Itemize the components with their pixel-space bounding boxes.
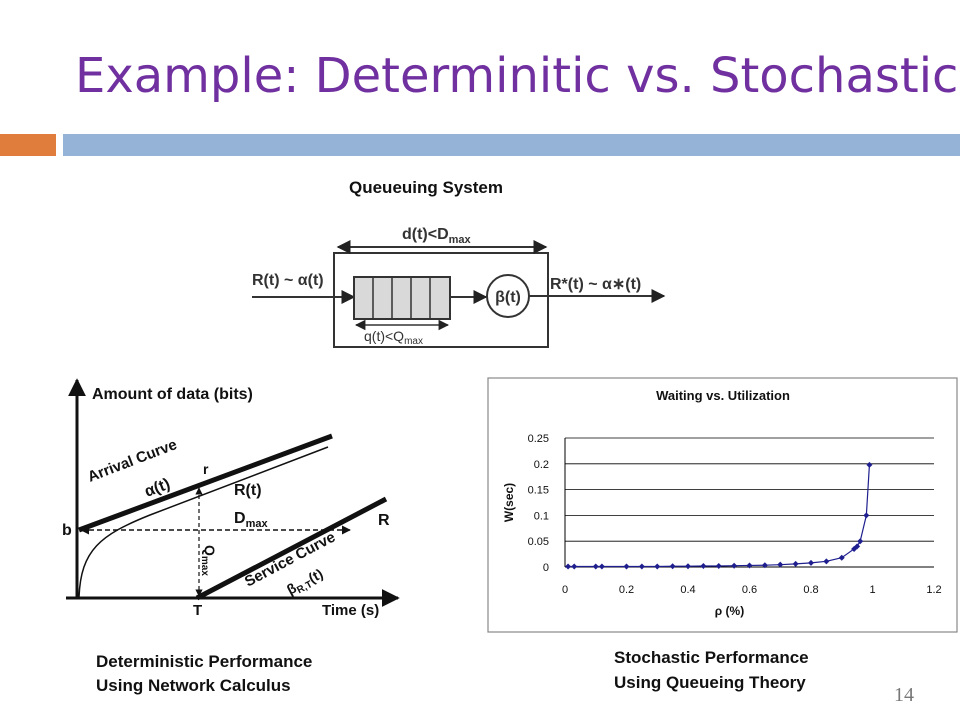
delay-label: d(t)<Dmax [402, 226, 472, 246]
network-calculus-diagram: Amount of data (bits) Time (s) Arrival C… [60, 375, 405, 625]
chart-x-tick-label: 1 [869, 584, 875, 596]
chart-x-tick-label: 1.2 [926, 584, 941, 596]
T-label: T [193, 602, 202, 619]
b-label: b [62, 522, 72, 539]
x-axis-label: Time (s) [322, 602, 379, 619]
input-label: R(t) ~ α(t) [252, 272, 324, 289]
chart-y-tick-label: 0.05 [528, 536, 549, 548]
chart-y-tick-label: 0.15 [528, 485, 549, 497]
queue-buffer [354, 277, 450, 319]
chart-title: Waiting vs. Utilization [656, 388, 790, 403]
chart-x-tick-label: 0.8 [803, 584, 818, 596]
stochastic-caption-line2: Using Queueing Theory [614, 670, 809, 695]
y-axis-label: Amount of data (bits) [92, 386, 253, 403]
stochastic-caption-line1: Stochastic Performance [614, 645, 809, 670]
arrival-curve [79, 436, 332, 530]
chart-x-axis-label: ρ (%) [715, 604, 744, 618]
queue-diagram: d(t)<Dmax R(t) ~ α(t) β(t) R*(t) ~ α∗(t)… [240, 215, 680, 355]
nc-caption-line1: Deterministic Performance [96, 650, 312, 674]
qmax-label: Qmax [199, 545, 218, 576]
stochastic-caption: Stochastic Performance Using Queueing Th… [614, 645, 809, 695]
accent-bar-orange [0, 134, 56, 156]
chart-y-axis-label: W(sec) [502, 483, 516, 522]
chart-y-tick-label: 0 [543, 562, 549, 574]
chart-y-tick-label: 0.2 [534, 459, 549, 471]
chart-y-tick-label: 0.25 [528, 433, 549, 445]
accent-bar-blue [63, 134, 960, 156]
waiting-utilization-chart: Waiting vs. Utilization W(sec) ρ (%) 0 0.… [487, 377, 958, 633]
r-label: r [203, 461, 209, 477]
server-label: β(t) [495, 289, 521, 306]
page-number: 14 [894, 684, 914, 707]
chart-x-tick-label: 0.2 [619, 584, 634, 596]
chart-frame [488, 378, 957, 632]
chart-x-tick-label: 0 [562, 584, 568, 596]
nc-caption-line2: Using Network Calculus [96, 674, 312, 698]
r-t-label: R(t) [234, 482, 262, 499]
chart-y-tick-label: 0.1 [534, 510, 549, 522]
queue-diagram-title: Queueuing System [349, 178, 503, 198]
backlog-label: q(t)<Qmax [364, 328, 423, 347]
dmax-label: Dmax [234, 510, 268, 530]
R-label: R [378, 512, 390, 529]
slide-title: Example: Determinitic vs. Stochastic [75, 48, 958, 104]
service-func-label: βR,T(t) [284, 565, 327, 600]
chart-x-tick-label: 0.4 [680, 584, 695, 596]
output-label: R*(t) ~ α∗(t) [550, 276, 641, 293]
nc-caption: Deterministic Performance Using Network … [96, 650, 312, 698]
chart-x-tick-label: 0.6 [742, 584, 757, 596]
